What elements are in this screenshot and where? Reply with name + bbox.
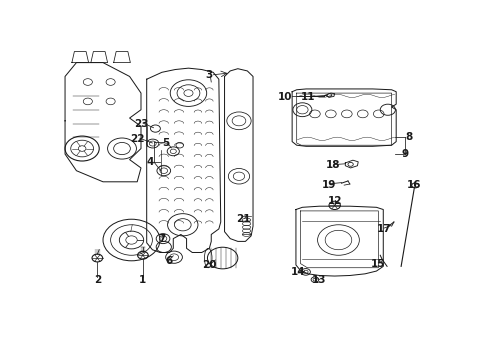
Text: 15: 15 bbox=[371, 258, 386, 269]
Text: 7: 7 bbox=[158, 234, 166, 244]
Text: 14: 14 bbox=[291, 267, 306, 277]
Text: 19: 19 bbox=[322, 180, 336, 190]
Text: 6: 6 bbox=[166, 256, 173, 266]
Text: 11: 11 bbox=[301, 92, 316, 102]
Text: 9: 9 bbox=[401, 149, 409, 159]
Text: 21: 21 bbox=[236, 214, 251, 224]
Text: 20: 20 bbox=[202, 260, 217, 270]
Text: 10: 10 bbox=[278, 92, 293, 102]
Text: 23: 23 bbox=[134, 118, 148, 129]
Text: 13: 13 bbox=[312, 275, 327, 285]
Text: 3: 3 bbox=[206, 70, 213, 80]
Text: 4: 4 bbox=[147, 157, 154, 167]
Text: 18: 18 bbox=[325, 160, 340, 170]
Text: 16: 16 bbox=[407, 180, 422, 190]
Text: 22: 22 bbox=[130, 134, 145, 144]
Text: 1: 1 bbox=[139, 275, 147, 285]
Text: 2: 2 bbox=[94, 275, 101, 285]
Text: 5: 5 bbox=[162, 138, 170, 148]
Text: 12: 12 bbox=[327, 196, 342, 206]
Text: 17: 17 bbox=[377, 224, 392, 234]
Text: 8: 8 bbox=[405, 132, 413, 143]
